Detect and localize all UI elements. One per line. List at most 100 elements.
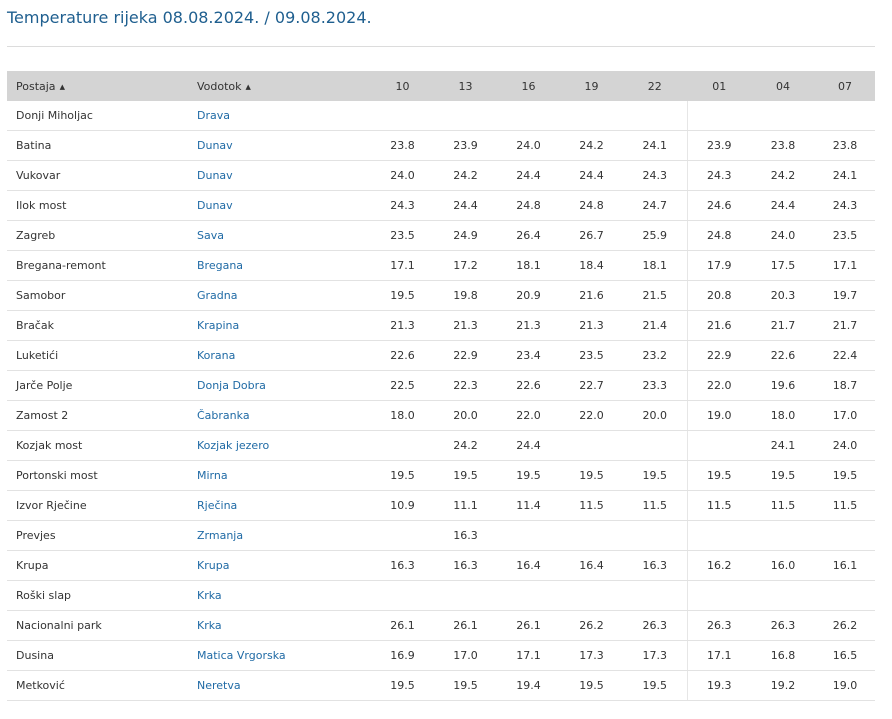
column-header-station[interactable]: Postaja ▲	[7, 71, 188, 101]
temperature-cell: 24.3	[686, 160, 751, 191]
temperature-cell: 22.7	[560, 370, 623, 401]
temperature-cell: 19.5	[371, 280, 434, 311]
temperature-cell: 24.4	[434, 190, 497, 221]
temperature-cell: 22.0	[686, 370, 751, 401]
column-header-hour: 16	[497, 71, 560, 101]
river-link[interactable]: Krka	[188, 610, 371, 641]
river-link[interactable]: Čabranka	[188, 400, 371, 431]
temperature-cell: 26.7	[560, 220, 623, 251]
temperature-cell	[623, 430, 687, 461]
river-link[interactable]: Drava	[188, 101, 371, 131]
temperature-cell: 22.4	[815, 340, 875, 371]
temperature-cell: 24.4	[751, 190, 815, 221]
temperature-cell: 16.3	[371, 550, 434, 581]
temperature-cell: 24.7	[623, 190, 687, 221]
temperature-cell: 17.9	[686, 250, 751, 281]
river-link[interactable]: Dunav	[188, 130, 371, 161]
temperature-cell: 11.1	[434, 490, 497, 521]
temperature-cell: 23.8	[815, 130, 875, 161]
temperature-cell: 19.5	[815, 460, 875, 491]
river-link[interactable]: Donja Dobra	[188, 370, 371, 401]
column-header-hour: 07	[815, 71, 875, 101]
temperature-cell: 23.4	[497, 340, 560, 371]
temperature-cell: 23.5	[371, 220, 434, 251]
table-row: Krupa Krupa 16.3 16.3 16.4 16.4 16.3 16.2 16.0 16…	[7, 550, 875, 581]
river-link[interactable]: Korana	[188, 340, 371, 371]
temperature-cell: 22.9	[434, 340, 497, 371]
temperature-cell: 23.9	[686, 130, 751, 161]
station-name: Roški slap	[7, 580, 188, 611]
river-link[interactable]: Krupa	[188, 550, 371, 581]
temperature-cell: 11.5	[560, 490, 623, 521]
temperature-cell: 26.3	[751, 610, 815, 641]
temperature-cell: 24.1	[751, 430, 815, 461]
station-name: Donji Miholjac	[7, 101, 188, 131]
temperature-cell: 16.3	[623, 550, 687, 581]
river-link[interactable]: Rječina	[188, 490, 371, 521]
temperature-cell: 23.2	[623, 340, 687, 371]
temperature-cell: 24.3	[815, 190, 875, 221]
column-header-station-label: Postaja	[16, 79, 56, 93]
temperature-cell	[560, 101, 623, 131]
table-row: Samobor Gradna 19.5 19.8 20.9 21.6 21.5 20.8 20.…	[7, 280, 875, 311]
table-row: Metković Neretva 19.5 19.5 19.4 19.5 19.5 19.3 1…	[7, 670, 875, 701]
river-link[interactable]: Mirna	[188, 460, 371, 491]
temperature-cell: 22.6	[371, 340, 434, 371]
temperature-cell: 22.3	[434, 370, 497, 401]
temperature-cell: 23.8	[371, 130, 434, 161]
river-link[interactable]: Dunav	[188, 190, 371, 221]
column-header-hour: 13	[434, 71, 497, 101]
temperature-cell: 18.0	[751, 400, 815, 431]
station-name: Portonski most	[7, 460, 188, 491]
temperature-cell: 24.8	[497, 190, 560, 221]
temperature-cell: 24.1	[623, 130, 687, 161]
temperature-cell: 16.4	[560, 550, 623, 581]
temperature-cell: 17.0	[434, 640, 497, 671]
station-name: Metković	[7, 670, 188, 701]
river-link[interactable]: Matica Vrgorska	[188, 640, 371, 671]
temperature-cell: 16.0	[751, 550, 815, 581]
temperature-cell: 22.6	[497, 370, 560, 401]
temperature-cell: 19.3	[686, 670, 751, 701]
station-name: Bračak	[7, 310, 188, 341]
temperature-cell: 19.0	[815, 670, 875, 701]
table-body: Donji Miholjac Drava Batina Dunav 23.8 23.9 24…	[7, 101, 875, 701]
temperature-cell: 21.3	[497, 310, 560, 341]
river-link[interactable]: Neretva	[188, 670, 371, 701]
temperature-cell: 19.0	[686, 400, 751, 431]
table-row: Vukovar Dunav 24.0 24.2 24.4 24.4 24.3 24.3 24.2…	[7, 160, 875, 191]
river-link[interactable]: Zrmanja	[188, 520, 371, 551]
column-header-hour: 22	[623, 71, 687, 101]
table-row: Donji Miholjac Drava	[7, 101, 875, 131]
table-row: Dusina Matica Vrgorska 16.9 17.0 17.1 17.3 17.…	[7, 640, 875, 671]
temperature-cell: 19.4	[497, 670, 560, 701]
temperature-cell: 22.5	[371, 370, 434, 401]
station-name: Zamost 2	[7, 400, 188, 431]
temperature-cell: 16.4	[497, 550, 560, 581]
temperature-cell: 21.3	[434, 310, 497, 341]
column-header-river[interactable]: Vodotok ▲	[188, 71, 371, 101]
temperature-cell	[434, 101, 497, 131]
river-link[interactable]: Krka	[188, 580, 371, 611]
temperature-cell	[815, 101, 875, 131]
temperature-cell	[371, 101, 434, 131]
temperature-cell: 23.8	[751, 130, 815, 161]
station-name: Krupa	[7, 550, 188, 581]
temperature-cell: 26.2	[560, 610, 623, 641]
river-link[interactable]: Kozjak jezero	[188, 430, 371, 461]
temperature-cell: 26.1	[371, 610, 434, 641]
column-header-hour: 10	[371, 71, 434, 101]
temperature-cell: 21.6	[686, 310, 751, 341]
station-name: Prevjes	[7, 520, 188, 551]
station-name: Samobor	[7, 280, 188, 311]
river-link[interactable]: Gradna	[188, 280, 371, 311]
temperature-cell: 18.4	[560, 250, 623, 281]
temperature-cell: 23.5	[560, 340, 623, 371]
river-link[interactable]: Sava	[188, 220, 371, 251]
temperature-cell	[497, 101, 560, 131]
river-link[interactable]: Bregana	[188, 250, 371, 281]
station-name: Jarče Polje	[7, 370, 188, 401]
temperature-cell	[751, 580, 815, 611]
river-link[interactable]: Krapina	[188, 310, 371, 341]
river-link[interactable]: Dunav	[188, 160, 371, 191]
